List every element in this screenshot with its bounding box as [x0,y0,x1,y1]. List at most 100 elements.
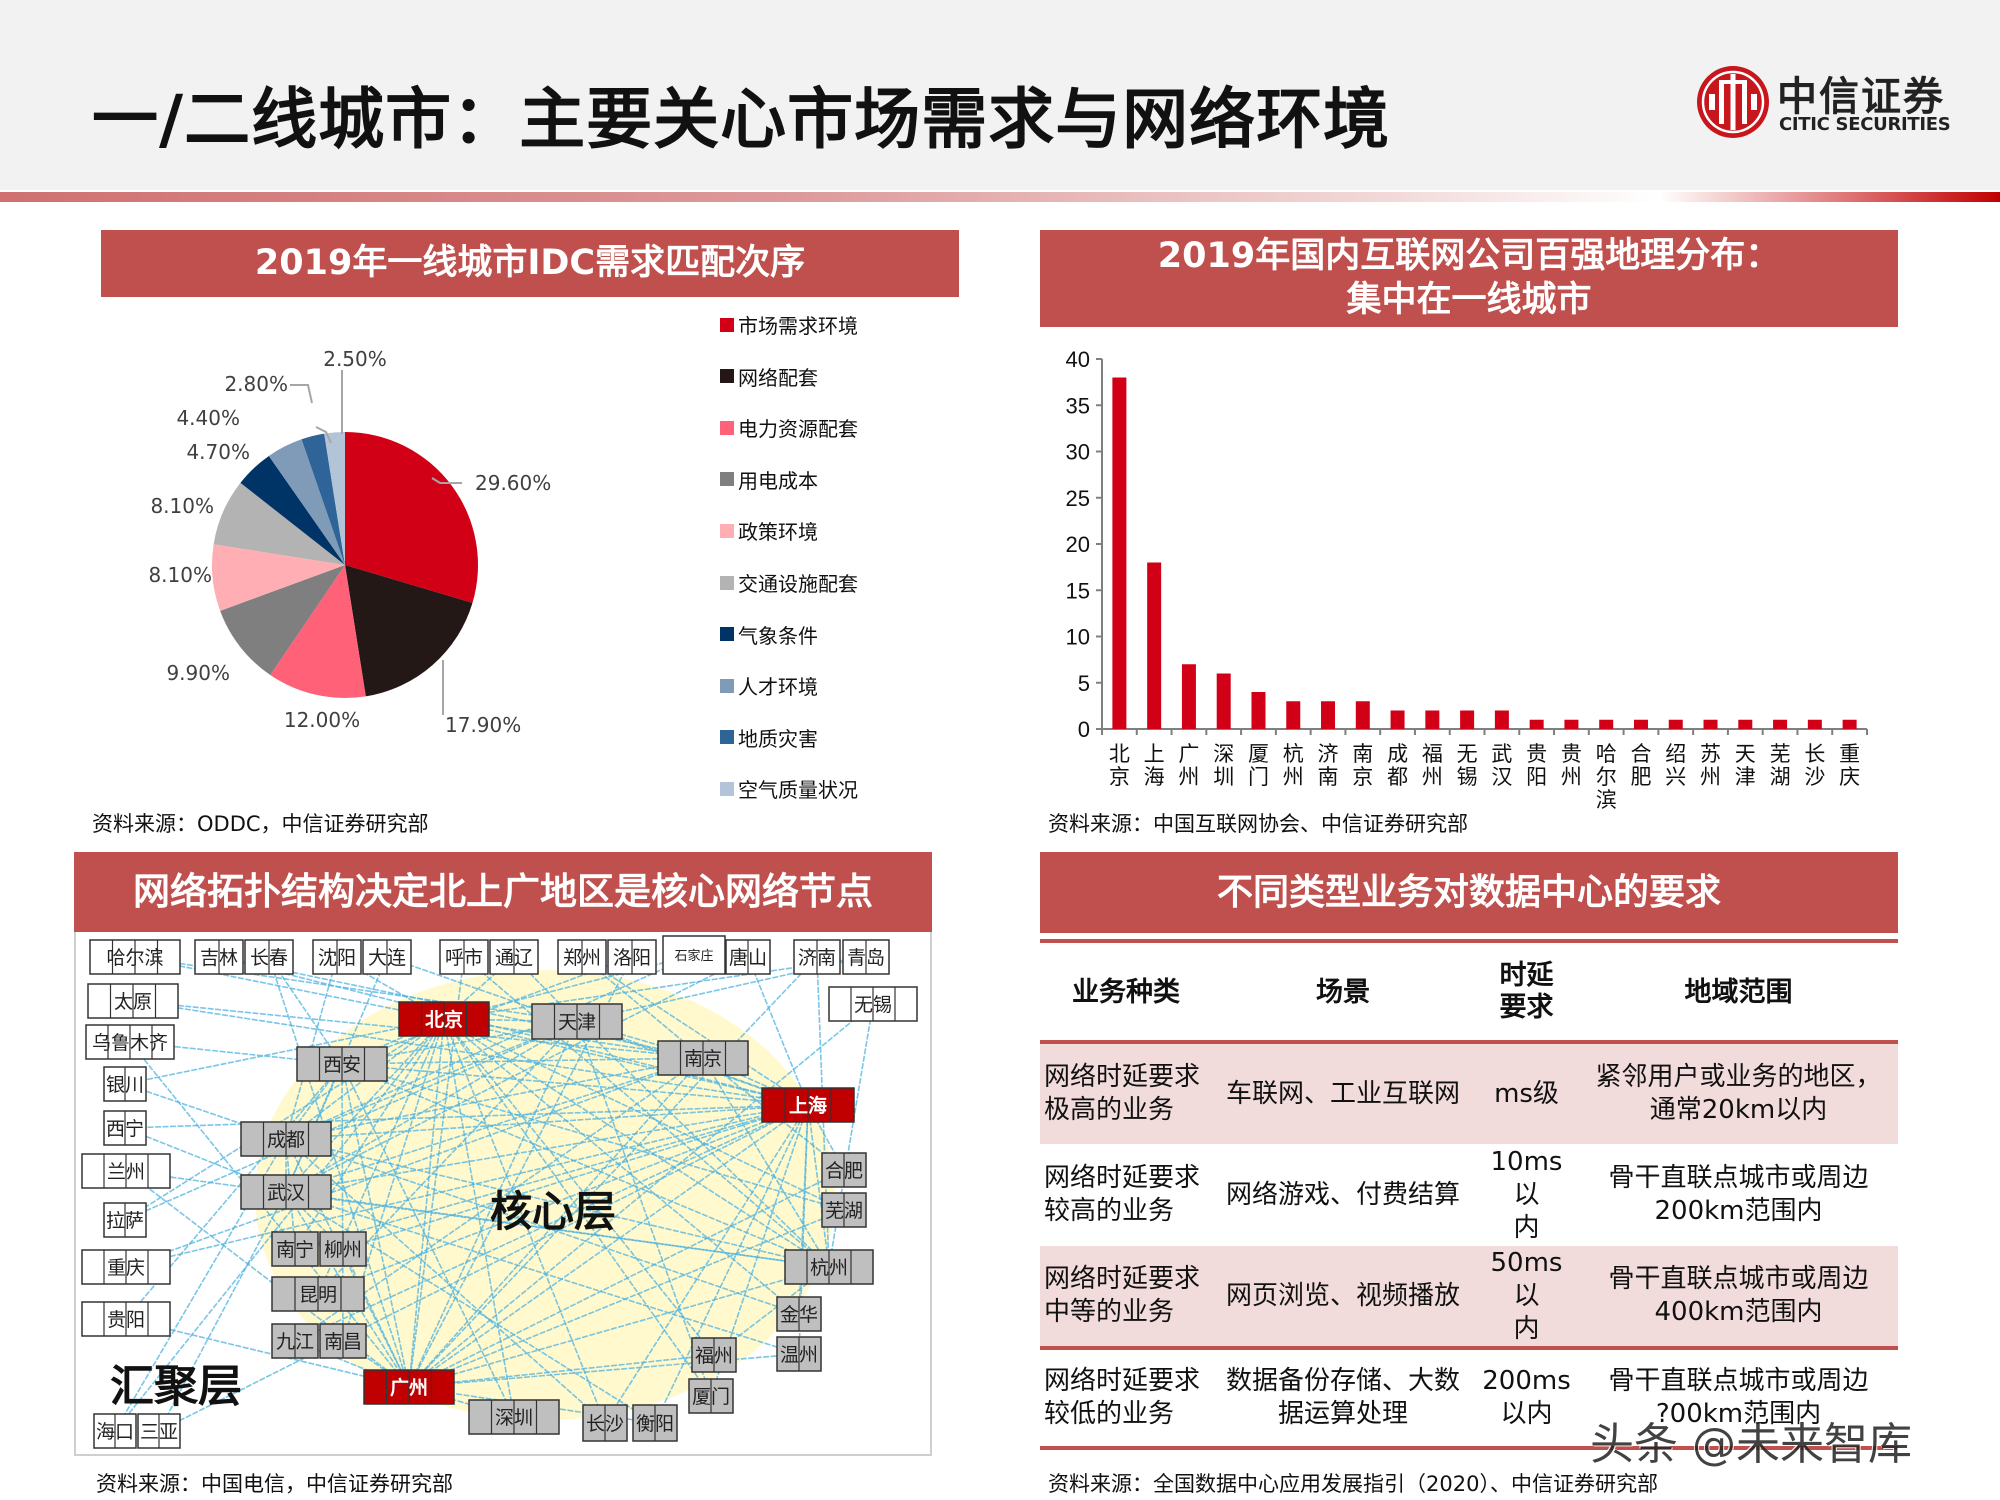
bar-source-note: 资料来源：中国互联网协会、中信证券研究部 [1048,812,1468,836]
bar [1703,719,1718,729]
legend-swatch-icon [720,523,734,538]
legend-swatch-icon [720,781,734,796]
network-node-label: 银川 [106,1074,144,1096]
legend-item: 人才环境 [720,671,818,700]
network-node: 海口 [93,1413,137,1449]
network-node: 北京 [398,1001,490,1037]
pie-source-note: 资料来源：ODDC，中信证券研究部 [92,812,429,836]
network-node-label: 杭州 [810,1257,848,1279]
legend-item: 用电成本 [720,465,818,494]
network-node-label: 长沙 [586,1413,624,1435]
network-node-label: 广州 [390,1376,428,1399]
legend-label: 人才环境 [738,675,818,700]
network-node-label: 无锡 [854,994,892,1016]
bar [1112,377,1127,729]
pie-data-label: 12.00% [284,708,360,732]
network-node-label: 拉萨 [106,1210,144,1232]
network-node-label: 天津 [558,1012,596,1034]
table-row: 网络时延要求 较低的业务 数据备份存储、大数 据运算处理 200ms 以内 骨干… [1040,1348,1898,1450]
legend-label: 气象条件 [738,623,818,648]
table-panel-title-text: 不同类型业务对数据中心的要求 [1216,872,1721,913]
bar [1460,710,1475,729]
core-layer-label: 核心层 [490,1187,617,1236]
legend-label: 空气质量状况 [738,778,858,803]
bar-chart: 0 5 10 15 20 25 30 35 40 北京上海广州深圳厦门杭州济南南京成都福州无锡武汉… [1066,347,1868,810]
network-node: 唐山 [725,939,771,975]
pie-data-label: 2.50% [323,347,387,371]
aggregation-layer-label: 汇聚层 [110,1361,242,1412]
bar [1842,719,1857,729]
legend-label: 政策环境 [738,520,818,545]
network-links [114,954,874,1432]
network-node-label: 郑州 [563,947,601,969]
pie-slice [240,455,345,565]
network-node-label: 金华 [780,1304,818,1326]
column-header-type: 业务种类 [1072,976,1180,1008]
network-node: 三亚 [137,1413,181,1449]
network-node: 吉林 [194,939,244,975]
pie-panel-title-text: 2019年一线城市IDC需求匹配次序 [254,242,806,283]
network-node-label: 芜湖 [825,1200,863,1222]
network-node: 青岛 [842,939,890,975]
network-node: 洛阳 [607,939,657,975]
y-tick-label: 35 [1066,393,1090,418]
network-node: 广州 [363,1369,455,1405]
network-node: 通辽 [489,939,539,975]
legend-item: 网络配套 [720,362,818,391]
table-row: 网络时延要求 较高的业务 网络游戏、付费结算 10ms以 内 骨干直联点城市或周… [1040,1144,1898,1246]
pie-leader-line [290,384,313,404]
cell-scene: 车联网、工业互联网 [1212,1040,1474,1144]
network-node: 衡阳 [632,1404,678,1442]
table-panel-title: 不同类型业务对数据中心的要求 [1040,852,1898,933]
network-node-label: 九江 [276,1331,314,1353]
bar [1216,673,1231,729]
network-node-label: 大连 [368,947,406,969]
legend-label: 用电成本 [738,468,818,493]
bar [1494,710,1509,729]
legend-swatch-icon [720,678,734,693]
x-tick-label: 武汉 [1491,742,1512,789]
core-layer-halo [255,970,835,1420]
network-node: 乌鲁木齐 [85,1024,175,1060]
network-node: 重庆 [81,1249,171,1285]
pie-data-label: 9.90% [166,661,230,685]
network-node: 成都 [240,1121,332,1157]
cell-scene: 网络游戏、付费结算 [1225,1179,1460,1210]
pie-data-label: 8.10% [148,563,212,587]
pie-panel-title: 2019年一线城市IDC需求匹配次序 [101,230,959,297]
x-tick-label: 芜湖 [1770,742,1791,789]
network-node: 合肥 [821,1152,867,1188]
network-node: 南京 [657,1040,749,1076]
legend-item: 电力资源配套 [720,413,858,442]
table-top-rule [1040,939,1898,943]
pie-slice [345,565,473,697]
network-node-label: 沈阳 [318,947,356,969]
x-tick-label: 南京 [1352,742,1373,789]
network-node-label: 唐山 [729,947,767,969]
x-tick-label: 天津 [1735,742,1756,789]
network-node: 深圳 [468,1399,560,1435]
x-tick-label: 重庆 [1839,742,1860,789]
logo-english-text: CITIC SECURITIES [1779,114,1951,135]
network-node-label: 乌鲁木齐 [92,1032,168,1054]
bar [1425,710,1440,729]
network-node: 福州 [691,1337,737,1373]
header-divider [0,192,2000,202]
cell-range: 骨干直联点城市或周边 200km范围内 [1608,1163,1869,1226]
legend-label: 地质灾害 [738,726,818,751]
network-node-label: 柳州 [324,1239,362,1261]
cell-range: 紧邻用户或业务的地区， 通常20km以内 [1579,1040,1898,1144]
cell-latency: 50ms以 内 [1474,1246,1579,1350]
network-node: 金华 [776,1296,822,1332]
legend-swatch-icon [720,369,734,384]
x-tick-label: 哈尔滨 [1596,742,1617,810]
pie-slice [345,432,478,603]
bar [1251,692,1266,729]
bar [1807,719,1822,729]
network-node-label: 衡阳 [636,1413,674,1435]
network-node: 南昌 [319,1323,367,1359]
network-node-label: 厦门 [692,1386,730,1408]
network-node-label: 吉林 [200,947,238,969]
network-node-label: 三亚 [140,1421,178,1443]
cell-type: 网络时延要求 较高的业务 [1044,1163,1201,1226]
